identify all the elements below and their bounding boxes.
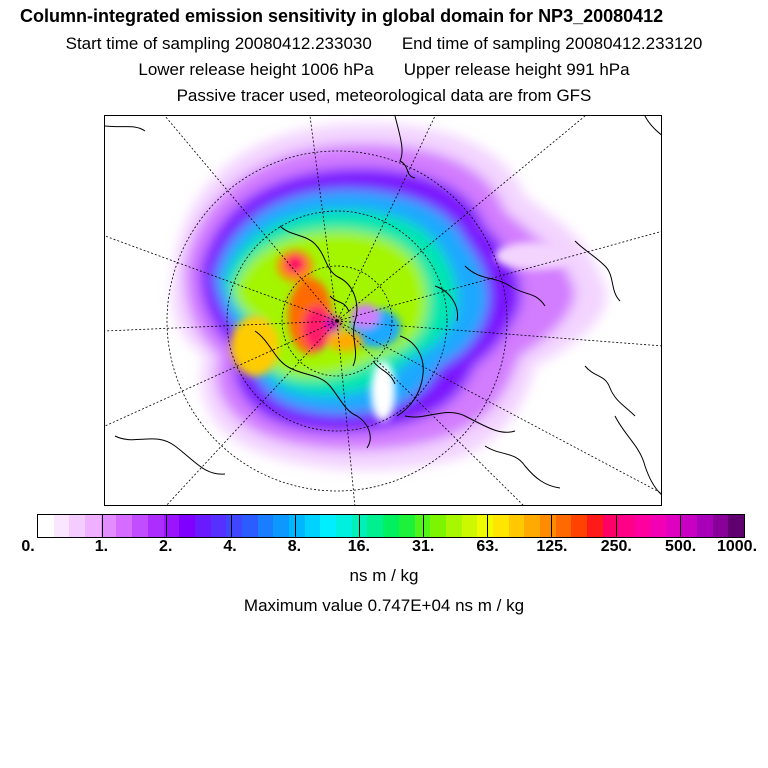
- upper-release-height: Upper release height 991 hPa: [403, 60, 630, 79]
- colorbar-cell: [398, 515, 415, 537]
- colorbar-separator: [423, 515, 425, 537]
- colorbar-tick-label: 63.: [476, 538, 499, 555]
- colorbar-tick-label: 125.: [536, 538, 568, 555]
- colorbar-cell: [289, 515, 305, 537]
- colorbar-ticks: 0. 1. 2. 4. 8. 16. 31. 63. 125. 250. 500. 1000.: [0, 538, 768, 560]
- colorbar-cell: [602, 515, 619, 537]
- colorbar-cell: [210, 515, 227, 537]
- colorbar-cell: [69, 515, 86, 537]
- colorbar-cell: [367, 515, 384, 537]
- colorbar-separator: [551, 515, 553, 537]
- polar-map: [104, 115, 662, 506]
- colorbar-separator: [358, 515, 360, 537]
- colorbar-cell: [414, 515, 431, 537]
- coastlines: [105, 116, 661, 495]
- colorbar-tick-label: 1000.: [716, 538, 758, 555]
- colorbar-cell: [116, 515, 133, 537]
- graticule: [105, 116, 661, 505]
- colorbar-cell: [226, 515, 242, 537]
- sensitivity-field: [105, 116, 661, 505]
- colorbar-separator: [166, 515, 168, 537]
- colorbar-cell: [132, 515, 148, 537]
- colorbar-tick-label: 250.: [600, 538, 632, 555]
- colorbar-cell: [147, 515, 164, 537]
- colorbar-separator: [679, 515, 681, 537]
- colorbar-separator: [294, 515, 296, 537]
- colorbar-cell: [304, 515, 321, 537]
- colorbar-cell: [634, 515, 650, 537]
- colorbar-cell: [696, 515, 713, 537]
- colorbar-tick-label: 31.: [412, 538, 435, 555]
- colorbar-cell: [273, 515, 289, 537]
- colorbar: [37, 514, 745, 538]
- colorbar-tick-label: 8.: [287, 538, 302, 555]
- sampling-time-line: Start time of sampling 20080412.233030 En…: [0, 34, 768, 54]
- colorbar-tick-label: 4.: [223, 538, 237, 555]
- colorbar-cell: [38, 515, 54, 537]
- colorbar-tick-label: 16.: [347, 538, 370, 555]
- colorbar-cell: [571, 515, 588, 537]
- colorbar-tick-label: 2.: [159, 538, 173, 555]
- colorbar-cell: [194, 515, 211, 537]
- colorbar-cell: [100, 515, 117, 537]
- colorbar-cell: [430, 515, 446, 537]
- colorbar-cell: [649, 515, 666, 537]
- colorbar-tick-label: 0.: [21, 538, 35, 555]
- colorbar-cell: [179, 515, 195, 537]
- colorbar-cell: [477, 515, 493, 537]
- colorbar-cell: [540, 515, 556, 537]
- colorbar-cell: [461, 515, 478, 537]
- colorbar-tick-label: 1.: [94, 538, 109, 555]
- start-time: Start time of sampling 20080412.233030: [65, 34, 372, 53]
- colorbar-cell: [681, 515, 697, 537]
- maximum-value: Maximum value 0.747E+04 ns m / kg: [243, 596, 525, 615]
- colorbar-cell: [492, 515, 509, 537]
- colorbar-cell: [241, 515, 258, 537]
- colorbar-cell: [665, 515, 682, 537]
- colorbar-separator: [230, 515, 232, 537]
- colorbar-cell: [53, 515, 70, 537]
- colorbar-cell: [508, 515, 525, 537]
- colorbar-separator: [615, 515, 617, 537]
- colorbar-cell: [524, 515, 540, 537]
- colorbar-cell: [336, 515, 352, 537]
- colorbar-cell: [163, 515, 180, 537]
- colorbar-cell: [618, 515, 635, 537]
- colorbar-units: ns m / kg: [349, 566, 419, 585]
- colorbar-cell: [445, 515, 462, 537]
- colorbar-tick-label: 500.: [665, 538, 697, 555]
- colorbar-cell: [555, 515, 572, 537]
- colorbar-cell: [728, 515, 744, 537]
- colorbar-separator: [102, 515, 104, 537]
- end-time: End time of sampling 20080412.233120: [401, 34, 703, 53]
- colorbar-cell: [257, 515, 274, 537]
- colorbar-cell: [712, 515, 729, 537]
- colorbar-cell: [320, 515, 337, 537]
- lower-release-height: Lower release height 1006 hPa: [138, 60, 374, 79]
- plot-title: Column-integrated emission sensitivity i…: [20, 6, 664, 26]
- colorbar-separator: [487, 515, 489, 537]
- release-height-line: Lower release height 1006 hPa Upper relea…: [0, 60, 768, 80]
- colorbar-cell: [383, 515, 399, 537]
- colorbar-cell: [587, 515, 603, 537]
- tracer-info: Passive tracer used, meteorological data…: [176, 86, 592, 105]
- colorbar-cell: [85, 515, 101, 537]
